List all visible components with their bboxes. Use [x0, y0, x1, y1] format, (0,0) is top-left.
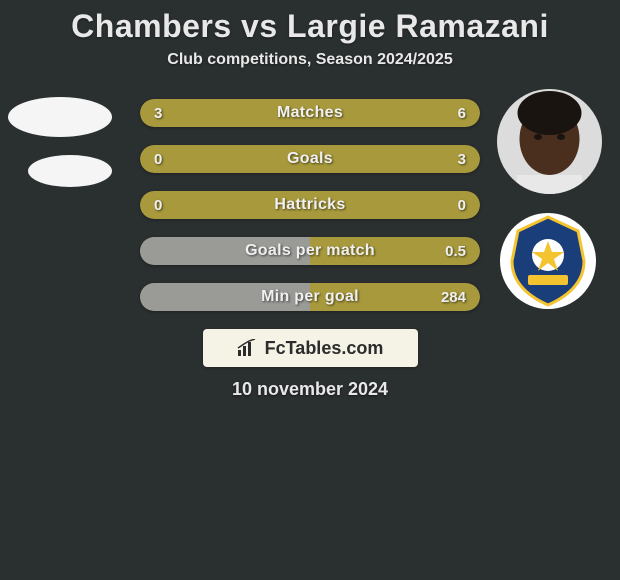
stat-row: Matches3 6 [140, 99, 480, 127]
stat-label: Min per goal [140, 283, 480, 311]
player-right-crest [498, 211, 598, 311]
date-line: 10 november 2024 [0, 379, 620, 400]
stat-row: Min per goal284 [140, 283, 480, 311]
stat-value-right: 284 [441, 283, 466, 311]
stat-value-right: 3 [458, 145, 466, 173]
brand-text: FcTables.com [265, 338, 384, 359]
stat-label: Matches [140, 99, 480, 127]
stat-label: Goals [140, 145, 480, 173]
stat-row: Goals per match0.5 [140, 237, 480, 265]
player-right-avatar [497, 89, 602, 194]
chart-icon [237, 339, 259, 357]
comparison-card: Chambers vs Largie Ramazani Club competi… [0, 0, 620, 400]
stat-value-right: 6 [458, 99, 466, 127]
stat-bars: Matches36Goals03Hattricks00Goals per mat… [140, 99, 480, 311]
stat-row: Hattricks0 0 [140, 191, 480, 219]
stat-label: Goals per match [140, 237, 480, 265]
stat-value-left: 0 [154, 145, 162, 173]
player-left-avatar [5, 89, 115, 199]
stat-value-left: 3 [154, 99, 162, 127]
stat-value-right: 0 [458, 191, 466, 219]
stat-label: Hattricks [140, 191, 480, 219]
stat-row: Goals0 3 [140, 145, 480, 173]
stat-value-right: 0.5 [445, 237, 466, 265]
subtitle: Club competitions, Season 2024/2025 [0, 51, 620, 69]
brand-badge: FcTables.com [203, 329, 418, 367]
stat-value-left: 0 [154, 191, 162, 219]
page-title: Chambers vs Largie Ramazani [0, 8, 620, 45]
stats-area: Matches36Goals03Hattricks00Goals per mat… [0, 99, 620, 311]
